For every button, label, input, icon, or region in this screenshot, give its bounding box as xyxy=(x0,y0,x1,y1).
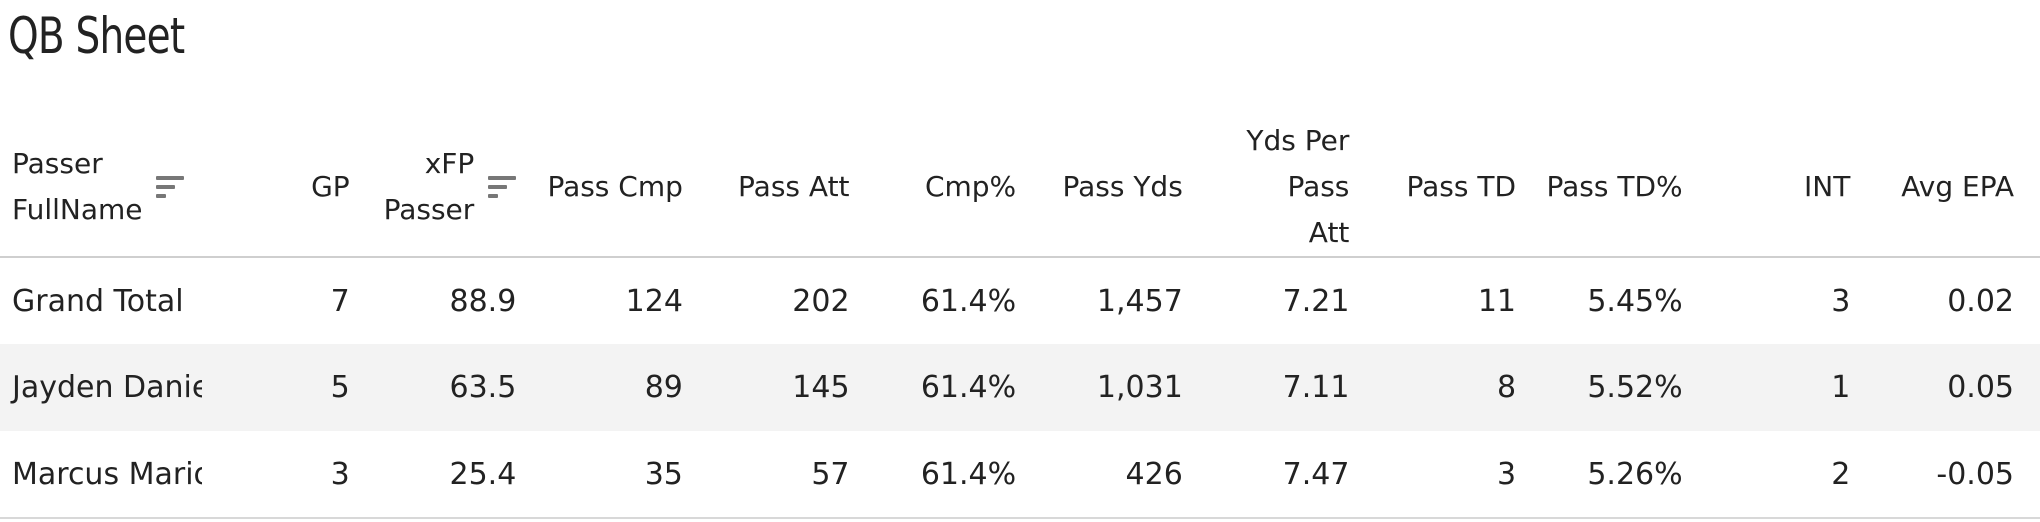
column-header-yds-per-pass-att[interactable]: Yds Per Pass Att xyxy=(1208,118,1376,258)
table-row[interactable]: Marcus Mariota 3 25.4 35 57 61.4% 426 7.… xyxy=(0,431,2040,519)
cell-avg-epa: 0.02 xyxy=(1947,283,2014,319)
column-header-xfp-passer[interactable]: xFP Passer xyxy=(375,118,543,258)
column-header-cmp-pct[interactable]: Cmp% xyxy=(875,118,1043,258)
table-row-grand-total[interactable]: Grand Total 7 88.9 124 202 61.4% 1,457 7… xyxy=(0,257,2040,344)
cell-cmp-pct: 61.4% xyxy=(875,431,1043,519)
cell-pass-cmp: 35 xyxy=(542,431,709,519)
cell-cmp-pct: 61.4% xyxy=(875,344,1043,431)
column-header-passer-fullname[interactable]: Passer FullName xyxy=(0,118,202,258)
column-header-gp[interactable]: GP xyxy=(201,118,376,258)
cell-passer: Marcus Mariota xyxy=(0,431,202,519)
cell-pass-td: 8 xyxy=(1375,344,1543,431)
cell-pass-td: 3 xyxy=(1375,431,1543,519)
cell-pass-yds: 1,457 xyxy=(1096,283,1183,319)
cell-xfp-passer: 25.4 xyxy=(375,431,543,519)
cell-yds-per-pass-att: 7.11 xyxy=(1208,344,1376,431)
column-header-label: xFP Passer xyxy=(383,147,475,226)
cell-passer: Grand Total xyxy=(12,283,184,319)
cell-avg-epa: 0.05 xyxy=(1876,344,2040,431)
cell-avg-epa: -0.05 xyxy=(1876,431,2040,519)
cell-pass-cmp: 89 xyxy=(542,344,709,431)
cell-pass-td-pct: 5.26% xyxy=(1542,431,1709,519)
column-header-pass-yds[interactable]: Pass Yds xyxy=(1042,118,1209,258)
cell-pass-td-pct: 5.52% xyxy=(1542,344,1709,431)
cell-yds-per-pass-att: 7.21 xyxy=(1282,283,1350,319)
column-header-int[interactable]: INT xyxy=(1708,118,1877,258)
cell-pass-yds: 426 xyxy=(1042,431,1209,519)
column-header-pass-att[interactable]: Pass Att xyxy=(708,118,876,258)
header-row: Passer FullName GP xFP Passer xyxy=(0,118,2040,258)
cell-pass-att: 57 xyxy=(708,431,876,519)
cell-pass-td: 11 xyxy=(1477,283,1517,319)
table-row[interactable]: Jayden Daniels 5 63.5 89 145 61.4% 1,031… xyxy=(0,344,2040,431)
cell-gp: 7 xyxy=(330,283,350,319)
cell-pass-yds: 1,031 xyxy=(1042,344,1209,431)
page-title: QB Sheet xyxy=(8,7,185,65)
cell-pass-att: 145 xyxy=(708,344,876,431)
cell-pass-cmp: 124 xyxy=(625,283,683,319)
column-header-pass-cmp[interactable]: Pass Cmp xyxy=(542,118,709,258)
sort-icon[interactable] xyxy=(488,176,517,198)
column-header-label: Passer FullName xyxy=(12,147,143,226)
cell-gp: 5 xyxy=(201,344,376,431)
cell-yds-per-pass-att: 7.47 xyxy=(1208,431,1376,519)
cell-passer: Jayden Daniels xyxy=(0,344,202,431)
cell-xfp-passer: 88.9 xyxy=(449,283,517,319)
sort-icon[interactable] xyxy=(156,176,185,198)
qb-stats-table: Passer FullName GP xFP Passer xyxy=(0,118,2040,519)
cell-int: 3 xyxy=(1831,283,1851,319)
column-header-pass-td[interactable]: Pass TD xyxy=(1375,118,1543,258)
cell-cmp-pct: 61.4% xyxy=(920,283,1017,319)
column-header-avg-epa[interactable]: Avg EPA xyxy=(1876,118,2040,258)
cell-pass-att: 202 xyxy=(792,283,850,319)
cell-pass-td-pct: 5.45% xyxy=(1587,283,1683,319)
cell-int: 1 xyxy=(1708,344,1877,431)
cell-gp: 3 xyxy=(201,431,376,519)
cell-int: 2 xyxy=(1708,431,1877,519)
cell-xfp-passer: 63.5 xyxy=(375,344,543,431)
column-header-pass-td-pct[interactable]: Pass TD% xyxy=(1542,118,1709,258)
